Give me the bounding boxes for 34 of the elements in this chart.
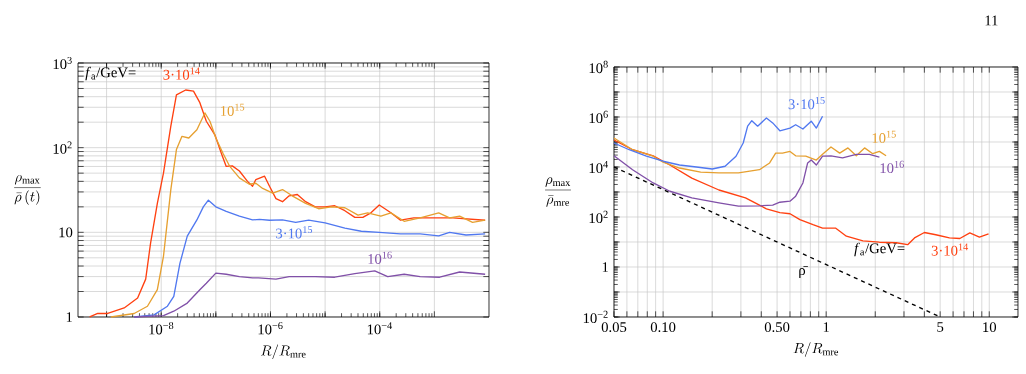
y-axis-title: $\frac{\rho_{\mathrm{max}}}{\bar{\rho}\,(t)}$ (14, 174, 41, 205)
annotation: f$_{a}$/GeV= (85, 66, 136, 81)
x-tick-label: 10 (983, 322, 997, 333)
y-tick-label: 10$^{8}$ (589, 60, 608, 74)
text: 11 (985, 15, 998, 26)
series-label: 3·10$^{14}$ (931, 243, 969, 256)
series-label: 3·10$^{15}$ (276, 226, 313, 239)
y-tick-label: 10$^{4}$ (589, 160, 609, 174)
x-tick-label: 0.05 (601, 322, 627, 333)
x-tick-label: 1 (823, 322, 829, 332)
y-axis-title: $\frac{\rho_{\mathrm{max}}}{\bar{\rho}_{\mathrm{mre}}}$ (545, 177, 571, 207)
x-tick-label: 10$^{−6}$ (258, 322, 283, 335)
series-label: 3·10$^{15}$ (788, 96, 825, 110)
x-tick-label: 5 (937, 322, 944, 332)
series-label: 10$^{16}$ (880, 160, 904, 174)
y-tick-label: 1 (66, 312, 72, 322)
y-tick-label: 10$^{2}$ (53, 141, 72, 154)
series-label: 10$^{15}$ (220, 103, 245, 116)
series-label: ρ̄ (799, 265, 808, 279)
x-tick-label: 10$^{−8}$ (149, 322, 174, 335)
x-tick-label: 0.10 (650, 322, 676, 333)
x-tick-label: 0.50 (764, 322, 790, 333)
y-tick-label: 10 (59, 227, 73, 238)
y-tick-label: 1 (602, 262, 608, 272)
y-tick-label: 10$^{2}$ (589, 210, 608, 224)
x-tick-label: 10$^{−4}$ (367, 322, 393, 335)
series-label: 10$^{16}$ (368, 251, 392, 264)
x-axis-title: $R/R_{\mathrm{mre}}$ (793, 342, 839, 357)
x-axis-title: $R/R_{\mathrm{mre}}$ (261, 344, 306, 360)
y-tick-label: 10$^{6}$ (589, 110, 608, 124)
series-label: 3·10$^{14}$ (163, 67, 200, 80)
series-label: 10$^{15}$ (872, 130, 896, 143)
annotation: f$_{a}$/GeV= (854, 242, 905, 257)
y-tick-label: 10$^{3}$ (53, 56, 72, 70)
